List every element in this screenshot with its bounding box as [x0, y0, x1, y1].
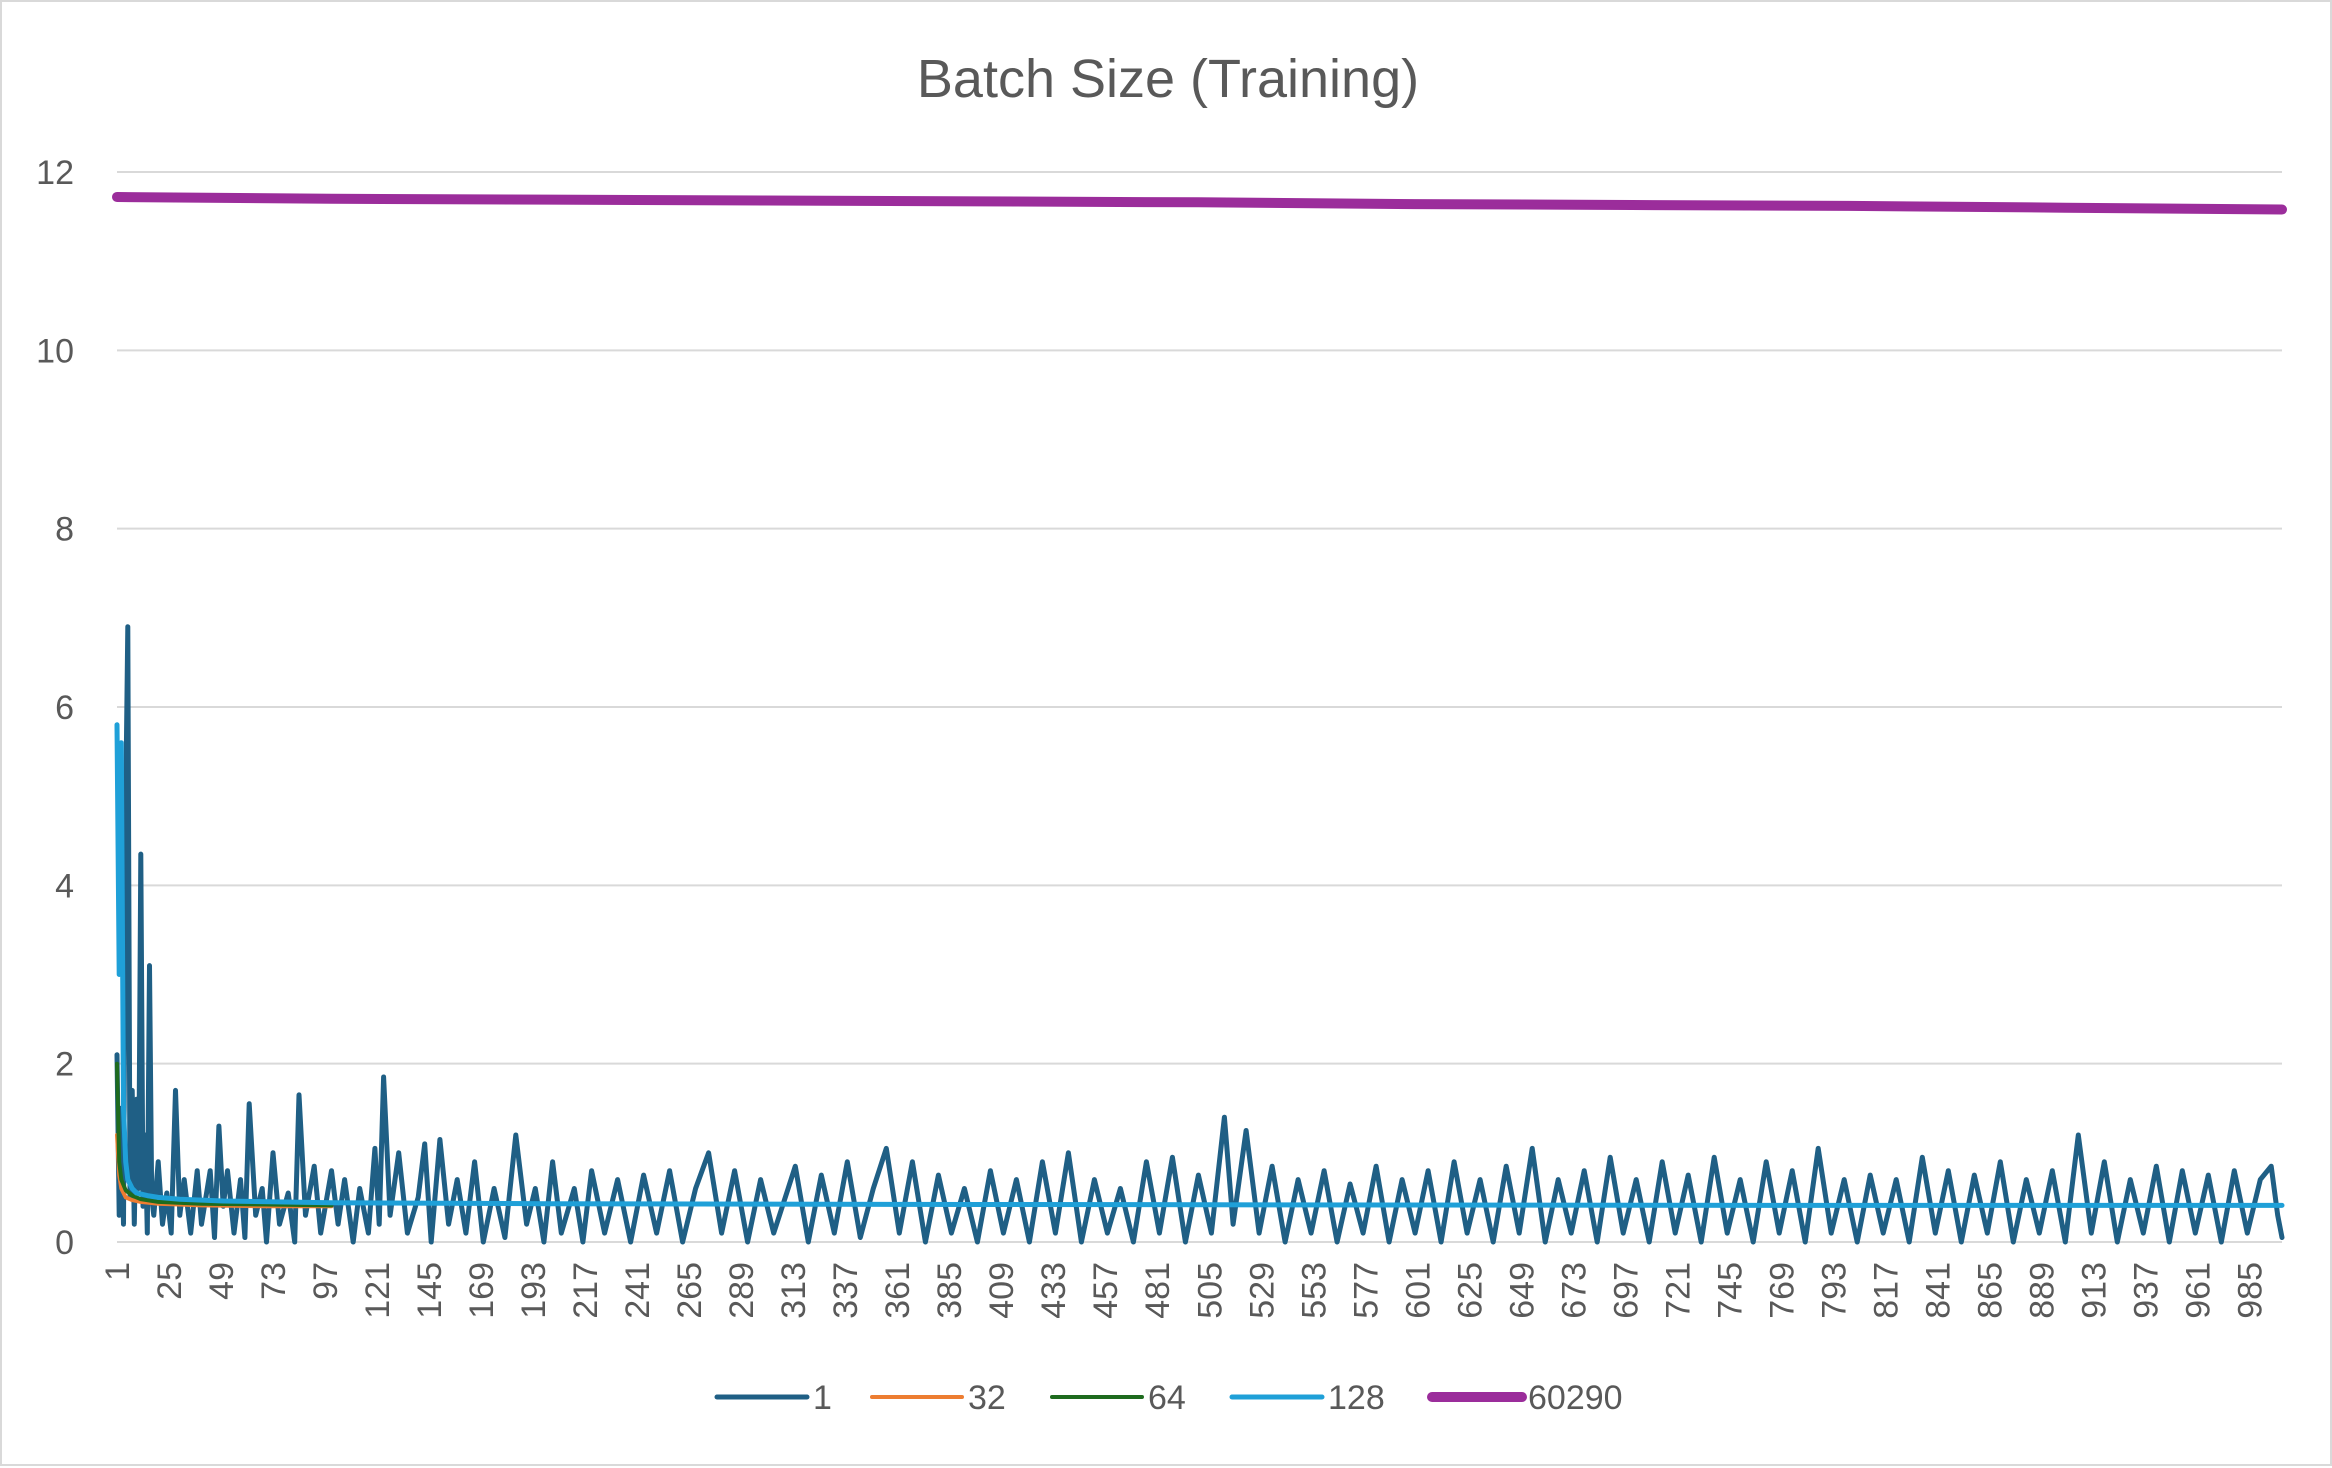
- x-tick-label: 793: [1815, 1262, 1853, 1319]
- y-tick-label: 2: [55, 1046, 74, 1084]
- x-tick-label: 385: [931, 1262, 969, 1319]
- x-tick-label: 985: [2231, 1262, 2269, 1319]
- x-tick-label: 49: [203, 1262, 241, 1300]
- series-line-64: [115, 1061, 334, 1208]
- legend-label-1: 1: [813, 1379, 832, 1417]
- x-axis-ticks: 1 25 49 73 97 121 145 169 193 217 241 265 289 313 337 3…: [99, 1262, 2269, 1319]
- legend-label-32: 32: [968, 1379, 1006, 1417]
- x-tick-label: 745: [1711, 1262, 1749, 1319]
- x-tick-label: 289: [723, 1262, 761, 1319]
- x-tick-label: 625: [1451, 1262, 1489, 1319]
- x-tick-label: 217: [567, 1262, 605, 1319]
- x-tick-label: 361: [879, 1262, 917, 1319]
- x-tick-label: 841: [1919, 1262, 1957, 1319]
- x-tick-label: 73: [255, 1262, 293, 1300]
- x-tick-label: 481: [1139, 1262, 1177, 1319]
- series-lines: [112, 192, 2287, 1245]
- y-tick-label: 0: [55, 1224, 74, 1262]
- gridlines: [117, 171, 2282, 1243]
- x-tick-label: 97: [307, 1262, 345, 1300]
- x-tick-label: 697: [1607, 1262, 1645, 1319]
- x-tick-label: 721: [1659, 1262, 1697, 1319]
- x-tick-label: 193: [515, 1262, 553, 1319]
- x-tick-label: 577: [1347, 1262, 1385, 1319]
- legend: 1 32 64 128 60290: [714, 1379, 1623, 1417]
- x-tick-label: 457: [1087, 1262, 1125, 1319]
- legend-label-64: 64: [1148, 1379, 1186, 1417]
- series-line-60290: [112, 192, 2287, 215]
- x-tick-label: 265: [671, 1262, 709, 1319]
- x-tick-label: 601: [1399, 1262, 1437, 1319]
- x-tick-label: 817: [1867, 1262, 1905, 1319]
- x-tick-label: 649: [1503, 1262, 1541, 1319]
- x-tick-label: 769: [1763, 1262, 1801, 1319]
- x-tick-label: 409: [983, 1262, 1021, 1319]
- x-tick-label: 865: [1971, 1262, 2009, 1319]
- x-tick-label: 1: [99, 1262, 137, 1281]
- y-tick-label: 12: [36, 154, 74, 192]
- y-tick-label: 8: [55, 511, 74, 549]
- x-tick-label: 337: [827, 1262, 865, 1319]
- x-tick-label: 889: [2023, 1262, 2061, 1319]
- x-tick-label: 121: [359, 1262, 397, 1319]
- x-tick-label: 145: [411, 1262, 449, 1319]
- x-tick-label: 241: [619, 1262, 657, 1319]
- x-tick-label: 505: [1191, 1262, 1229, 1319]
- x-tick-label: 313: [775, 1262, 813, 1319]
- x-tick-label: 913: [2075, 1262, 2113, 1319]
- x-tick-label: 433: [1035, 1262, 1073, 1319]
- series-line-1: [114, 624, 2285, 1245]
- x-tick-label: 937: [2127, 1262, 2165, 1319]
- x-tick-label: 961: [2179, 1262, 2217, 1319]
- x-tick-label: 553: [1295, 1262, 1333, 1319]
- x-tick-label: 529: [1243, 1262, 1281, 1319]
- x-tick-label: 25: [151, 1262, 189, 1300]
- y-tick-label: 10: [36, 332, 74, 370]
- y-tick-label: 4: [55, 867, 74, 905]
- legend-label-60290: 60290: [1528, 1379, 1623, 1417]
- x-tick-label: 673: [1555, 1262, 1593, 1319]
- y-tick-label: 6: [55, 689, 74, 727]
- chart-title: Batch Size (Training): [917, 49, 1419, 109]
- legend-label-128: 128: [1328, 1379, 1385, 1417]
- series-line-128: [114, 722, 2285, 1208]
- y-axis-ticks: 0 2 4 6 8 10 12: [36, 154, 74, 1262]
- x-tick-label: 169: [463, 1262, 501, 1319]
